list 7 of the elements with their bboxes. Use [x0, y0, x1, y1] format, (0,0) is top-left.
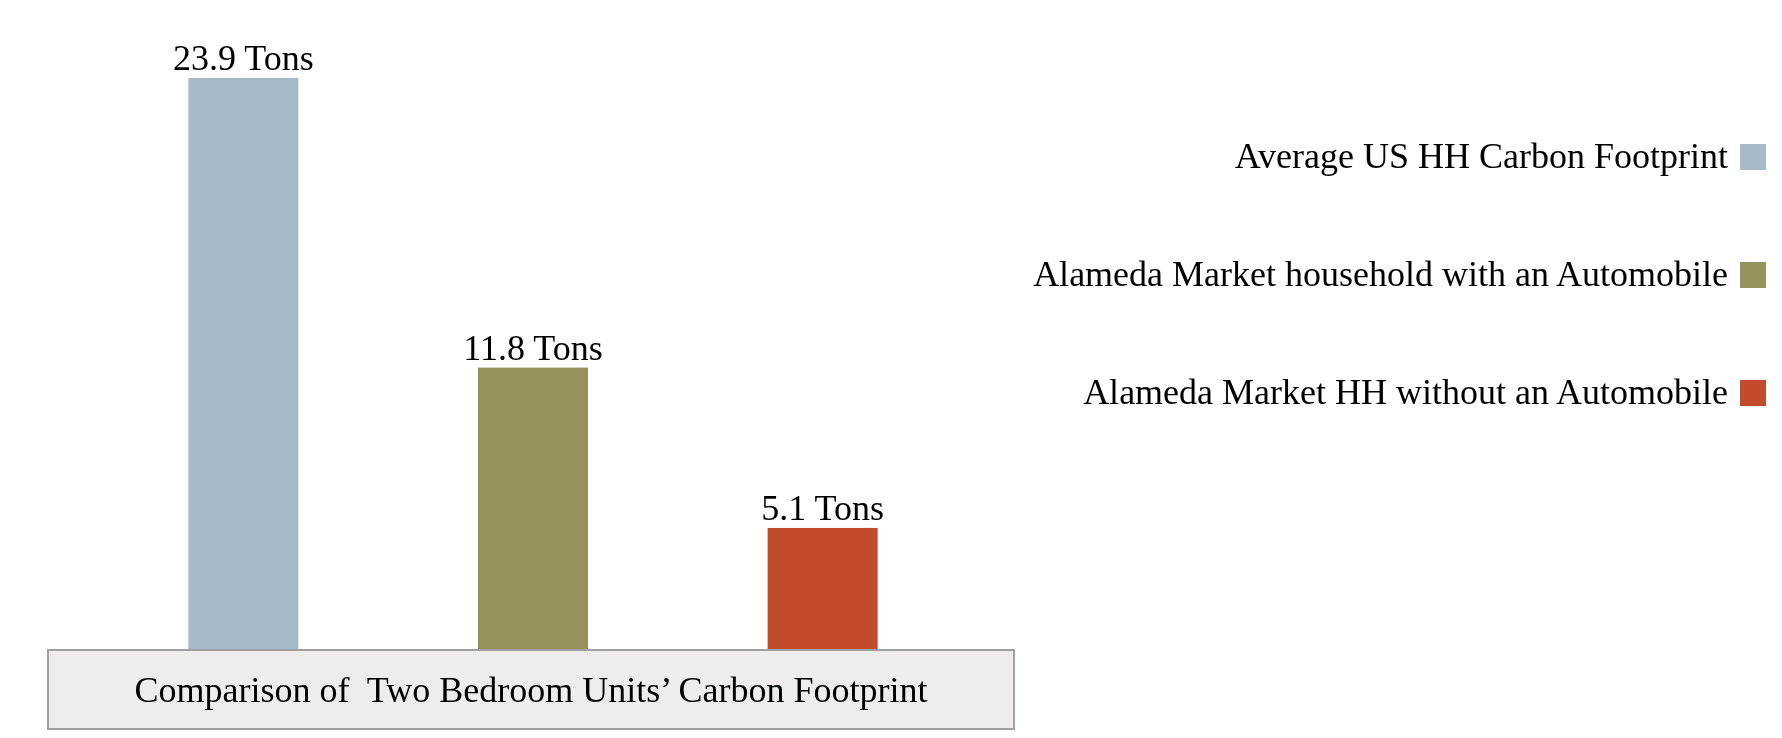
data-label: 11.8 Tons	[463, 327, 603, 368]
legend-label: Alameda Market HH without an Automobile	[1083, 372, 1728, 412]
text: Comparison of Two Bedroom Units’ Carbon Footprint	[134, 670, 928, 710]
legend-label: Average US HH Carbon Footprint	[1234, 136, 1728, 176]
data-label: 5.1 Tons	[761, 487, 885, 528]
data-label: 23.9 Tons	[172, 38, 314, 78]
legend-label: Alameda Market household with an Automobile	[1033, 254, 1728, 294]
